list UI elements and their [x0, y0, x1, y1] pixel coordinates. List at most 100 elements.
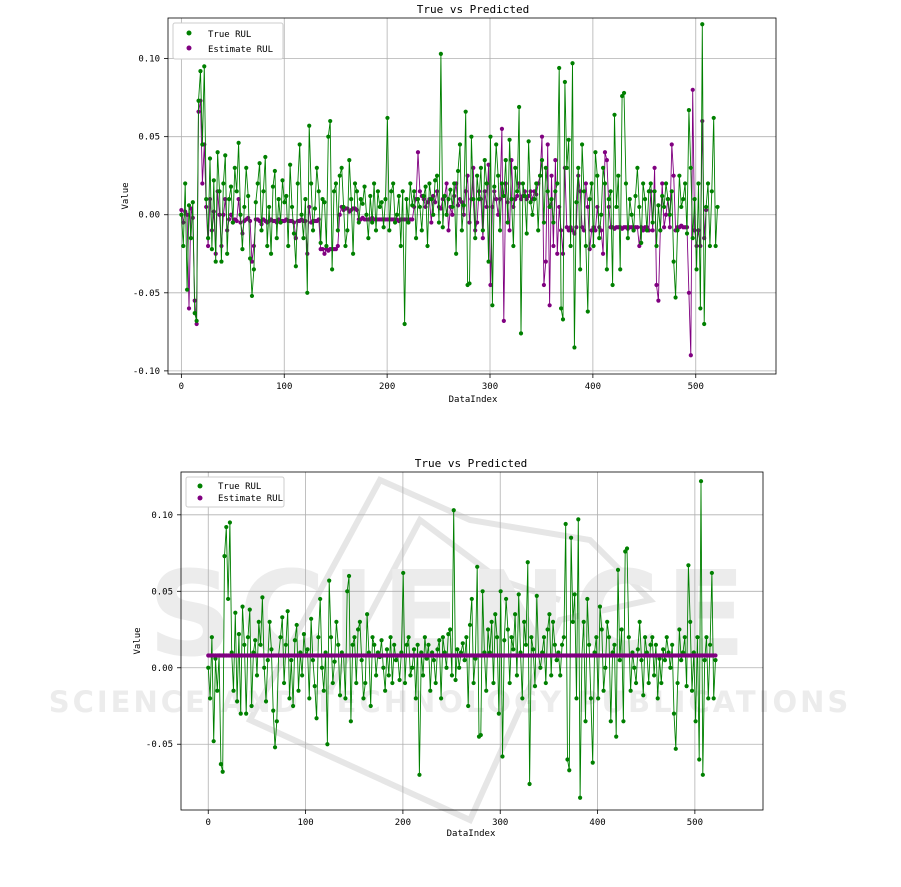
chart-1-point: [669, 189, 674, 194]
chart-1-point: [194, 321, 199, 327]
chart-1-point: [604, 157, 609, 163]
chart-1-point: [253, 200, 258, 205]
chart-1-point: [457, 142, 463, 147]
chart-2-point: [612, 642, 617, 647]
chart-1-point: [183, 181, 188, 186]
chart-1-point: [217, 189, 222, 194]
chart-2-point: [713, 653, 718, 658]
chart-1-point: [520, 181, 526, 186]
chart-1-point: [205, 236, 211, 241]
chart-2-point: [608, 719, 613, 724]
chart-1-point: [356, 220, 361, 225]
chart-1-point: [410, 203, 415, 208]
chart-1-point: [446, 197, 451, 202]
chart-1-point: [450, 212, 455, 217]
chart-2-point: [318, 596, 323, 602]
chart-2-point: [406, 635, 411, 640]
chart-1-point: [623, 181, 629, 186]
chart-1-point: [471, 165, 476, 170]
chart-1-point: [347, 157, 352, 163]
chart-1-point: [223, 197, 228, 202]
chart-1-point: [322, 251, 327, 256]
chart-1-point: [677, 173, 682, 178]
chart-2-point: [294, 622, 299, 628]
chart-2-point: [390, 680, 395, 686]
chart-2-point: [556, 650, 561, 655]
chart-1-point: [595, 204, 600, 210]
chart-1-point: [362, 184, 367, 189]
chart-2-point: [415, 642, 420, 647]
chart-1-point: [656, 298, 661, 303]
chart-1-point: [310, 228, 316, 233]
chart-2-point: [386, 673, 391, 678]
chart-1-point: [396, 193, 401, 199]
chart-1-point: [589, 181, 594, 186]
chart-1-point: [316, 189, 321, 194]
chart-1-point: [400, 189, 405, 194]
chart-1-point: [478, 165, 484, 170]
chart-1-point: [366, 236, 371, 241]
chart-2-point: [502, 638, 507, 643]
chart-1-legend-true-label: True RUL: [208, 30, 251, 40]
chart-1-point: [467, 281, 472, 286]
chart-1-point: [524, 231, 529, 236]
chart-1-point: [578, 267, 583, 272]
chart-1-point: [259, 228, 264, 233]
chart-2-point: [680, 650, 686, 655]
chart-1-point: [564, 225, 569, 230]
chart-1-point: [547, 204, 552, 210]
chart-2-point: [540, 650, 545, 655]
chart-2-point: [263, 699, 269, 704]
chart-1-point: [255, 181, 260, 186]
chart-2-point: [402, 680, 408, 686]
chart-2-point: [642, 635, 648, 640]
chart-1-point: [408, 181, 413, 186]
chart-1-xtick-label: 500: [688, 382, 704, 392]
chart-2-point: [253, 638, 258, 643]
chart-1-point: [272, 168, 277, 174]
chart-1-point: [307, 204, 312, 210]
chart-2-point: [393, 658, 399, 663]
chart-2-point: [652, 673, 657, 678]
chart-2: True vs Predicted 0 100 200 300 400 500-0.050…: [133, 457, 764, 839]
chart-2-point: [500, 754, 505, 759]
chart-2-point: [601, 688, 606, 693]
chart-1-point: [652, 165, 657, 170]
chart-2-point: [433, 680, 438, 686]
chart-2-point: [319, 665, 325, 670]
chart-2-point: [706, 696, 711, 701]
chart-1-point: [564, 165, 569, 170]
chart-1-point: [181, 243, 186, 249]
chart-2-point: [381, 665, 386, 670]
chart-2-point: [693, 719, 698, 724]
chart-1-point: [335, 228, 340, 233]
chart-1-ylabel: Value: [121, 182, 131, 209]
chart-1-point: [576, 165, 581, 170]
chart-1-point: [385, 115, 390, 121]
chart-1-point: [207, 156, 213, 161]
chart-1-plot-frame: [167, 17, 777, 375]
chart-1-point: [560, 317, 566, 322]
chart-1-point: [587, 197, 592, 202]
chart-1-point: [406, 220, 411, 225]
chart-2-ytick-label: 0.05: [151, 587, 173, 597]
chart-1-point: [612, 112, 617, 117]
chart-2-point: [617, 658, 622, 663]
chart-1-point: [373, 228, 379, 233]
chart-2-point: [621, 719, 626, 724]
chart-1-point: [662, 204, 667, 210]
chart-2-point: [633, 680, 639, 686]
chart-1-point: [459, 228, 464, 233]
chart-1-point: [339, 165, 344, 170]
chart-2-point: [305, 647, 310, 652]
chart-1-point: [391, 181, 396, 186]
chart-1-point: [196, 98, 201, 103]
chart-1-xlabel: DataIndex: [449, 395, 498, 405]
chart-1-point: [671, 173, 676, 178]
chart-2-point: [644, 650, 649, 655]
chart-2-point: [657, 656, 662, 661]
chart-1-point: [558, 306, 564, 311]
chart-2-point: [493, 612, 498, 617]
chart-2-point: [332, 659, 337, 664]
chart-2-point: [404, 642, 409, 647]
